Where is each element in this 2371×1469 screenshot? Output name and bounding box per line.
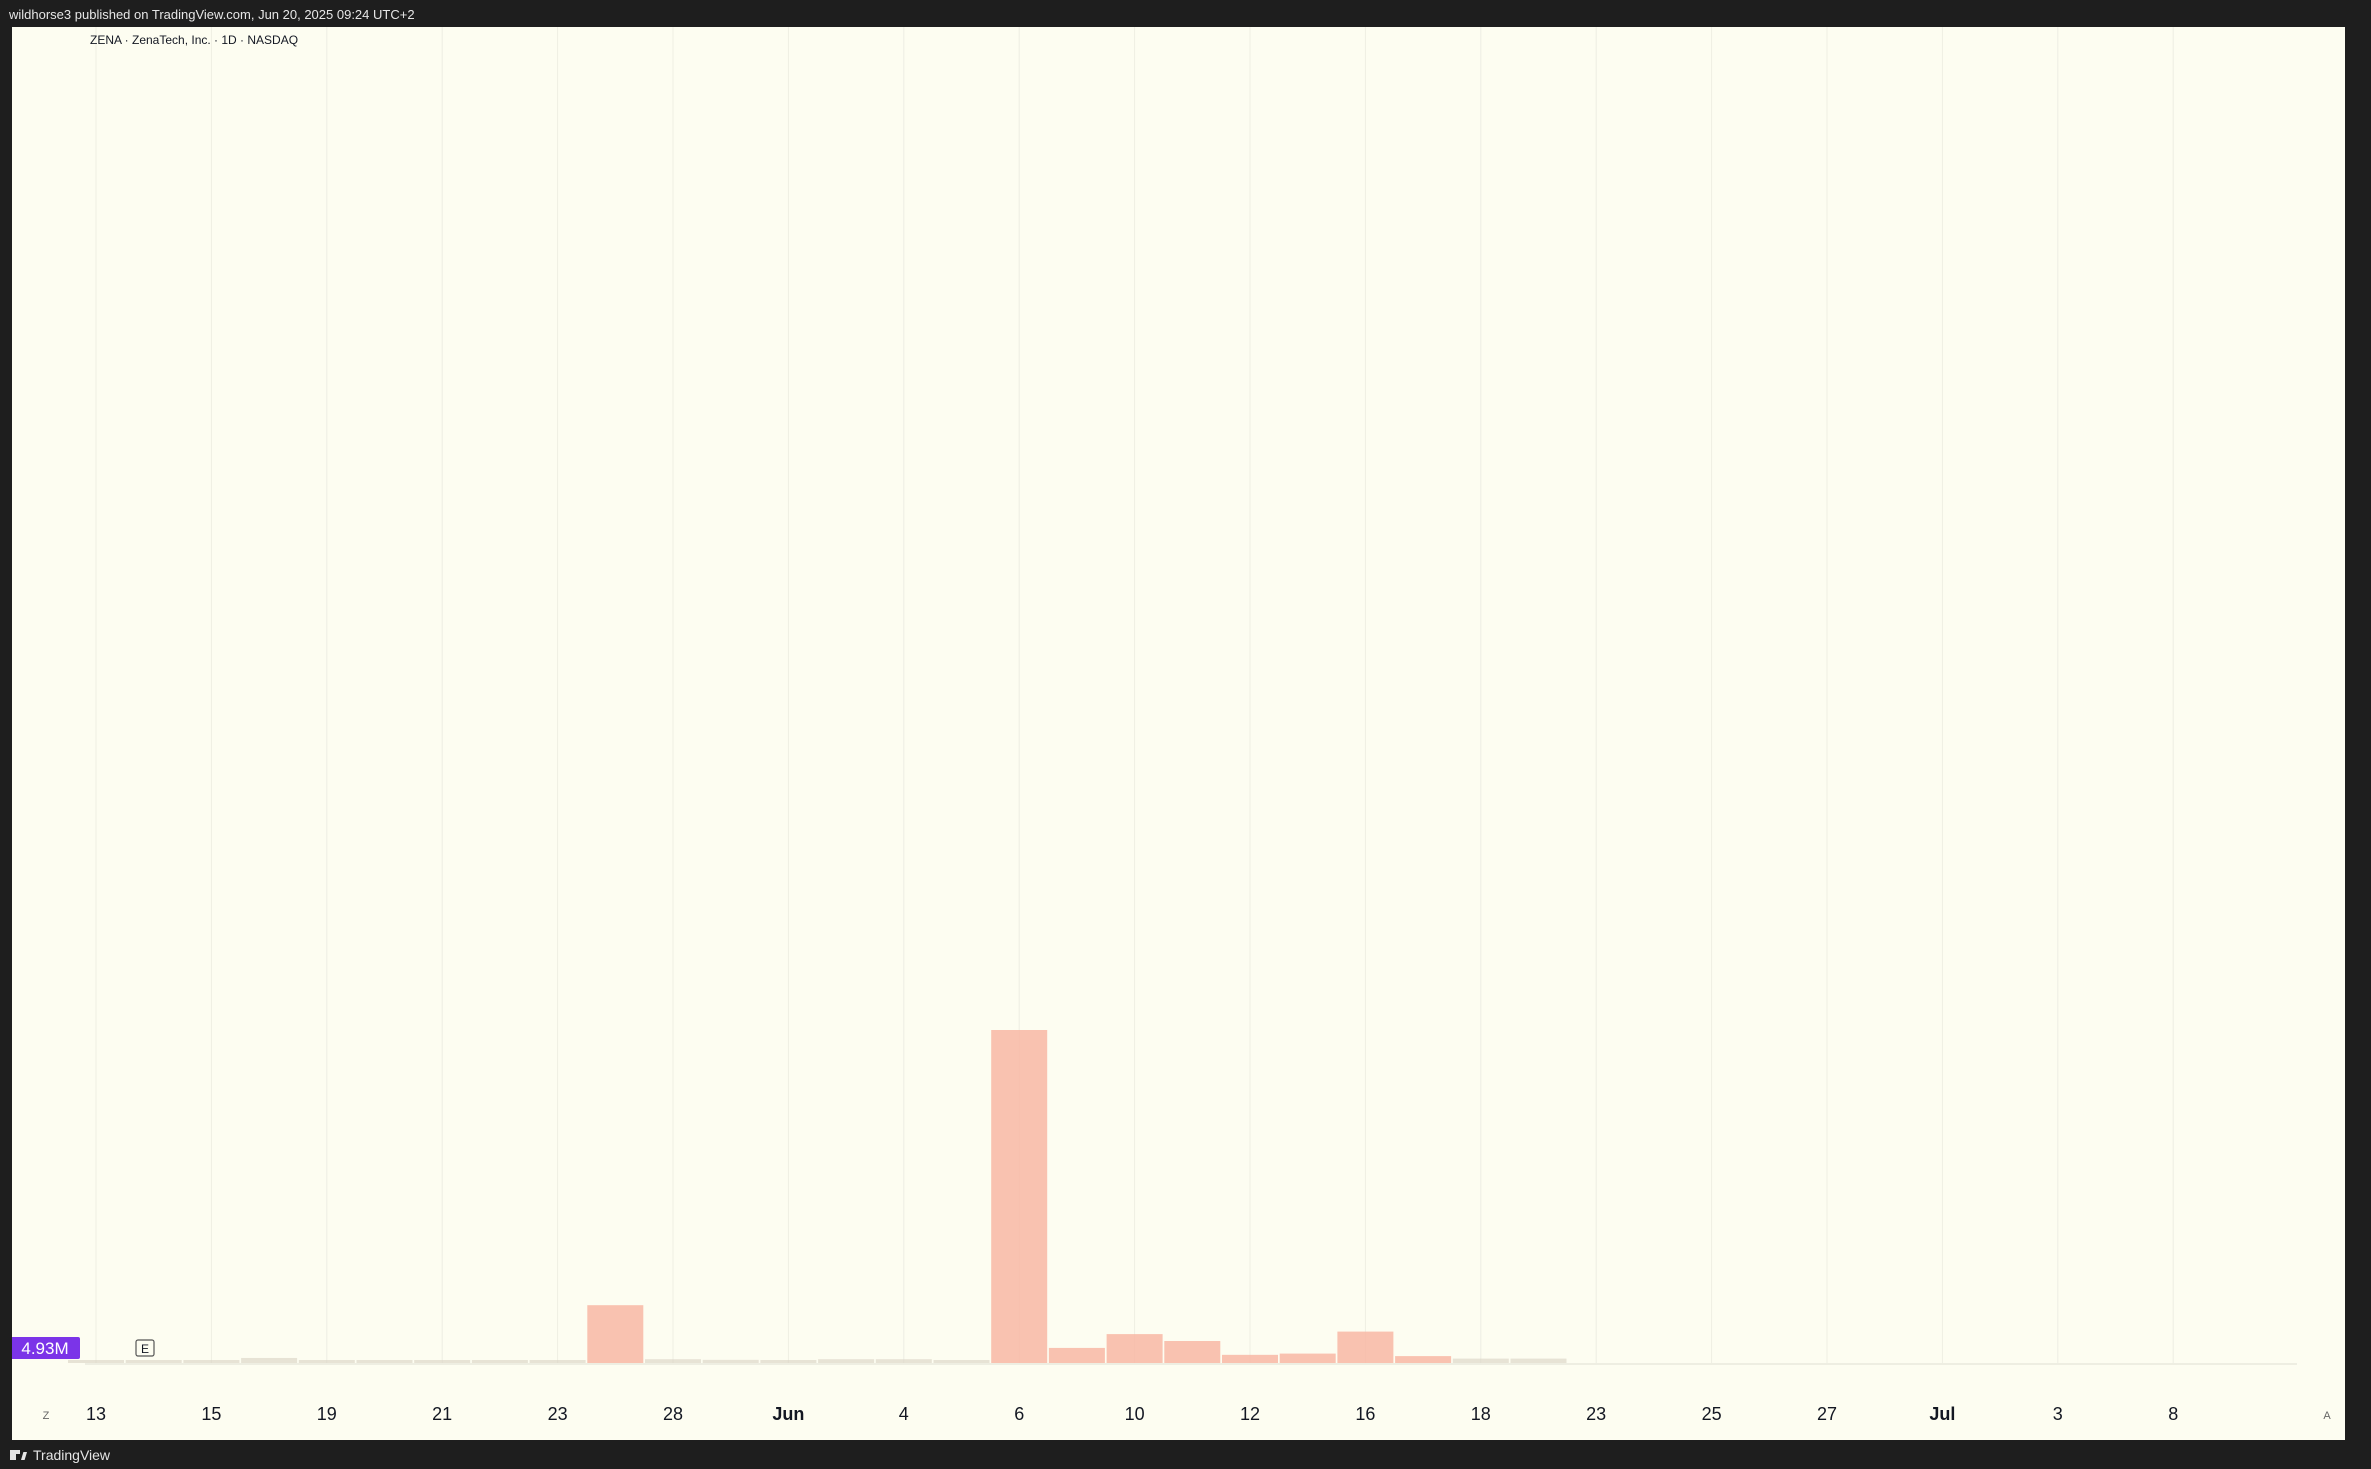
volume-bar xyxy=(1337,1331,1394,1363)
volume-badge-bg xyxy=(12,1337,80,1359)
chart-frame[interactable]: 10.009.008.007.406.406.005.605.204.804.4… xyxy=(12,27,2345,1440)
volume-bar xyxy=(1048,1347,1105,1363)
time-tick-label: 8 xyxy=(2168,1404,2178,1424)
volume-bar xyxy=(471,1360,528,1363)
time-tick-label: 6 xyxy=(1014,1404,1024,1424)
time-tick-label: 23 xyxy=(548,1404,568,1424)
volume-bar xyxy=(414,1360,471,1363)
volume-bar xyxy=(702,1359,759,1363)
time-tick-label: 13 xyxy=(86,1404,106,1424)
volume-bar xyxy=(1510,1358,1567,1363)
time-tick-label: 19 xyxy=(317,1404,337,1424)
time-tick-label: 28 xyxy=(663,1404,683,1424)
volume-bar xyxy=(125,1360,182,1363)
volume-bar xyxy=(68,1360,124,1363)
volume-bar xyxy=(760,1360,817,1363)
volume-bar xyxy=(298,1360,355,1363)
price-chart[interactable]: 10.009.008.007.406.406.005.605.204.804.4… xyxy=(12,27,2345,1440)
earnings-marker-icon[interactable] xyxy=(135,1339,155,1357)
volume-bar xyxy=(1395,1356,1452,1363)
volume-bar xyxy=(933,1360,990,1363)
time-tick-label: 4 xyxy=(899,1404,909,1424)
volume-bar xyxy=(1452,1358,1509,1363)
time-tick-label: Jun xyxy=(772,1404,804,1424)
time-tick-label: 16 xyxy=(1355,1404,1375,1424)
volume-bar xyxy=(991,1030,1048,1363)
time-tick-label: 23 xyxy=(1586,1404,1606,1424)
publish-bar: wildhorse3 published on TradingView.com,… xyxy=(0,0,2371,27)
volume-bar xyxy=(587,1305,644,1363)
time-tick-label: 21 xyxy=(432,1404,452,1424)
time-tick-label: 15 xyxy=(201,1404,221,1424)
volume-bar xyxy=(645,1359,701,1363)
time-tick-label: 27 xyxy=(1817,1404,1837,1424)
volume-bar xyxy=(529,1360,586,1363)
time-tick-label: 12 xyxy=(1240,1404,1260,1424)
tradingview-logo[interactable]: TradingView xyxy=(10,1447,110,1463)
volume-bar xyxy=(1164,1341,1221,1363)
earnings-marker-letter: E xyxy=(141,1342,149,1356)
volume-bar xyxy=(875,1359,932,1363)
time-tick-label: Jul xyxy=(1929,1404,1955,1424)
time-tick-label: 25 xyxy=(1702,1404,1722,1424)
tradingview-brand: TradingView xyxy=(33,1447,111,1463)
symbol-legend: ZENA · ZenaTech, Inc. · 1D · NASDAQ xyxy=(90,33,299,47)
time-tick-label: 18 xyxy=(1471,1404,1491,1424)
volume-bar xyxy=(241,1357,298,1363)
volume-bar xyxy=(1279,1353,1336,1363)
volume-bar xyxy=(1222,1354,1278,1363)
volume-bar xyxy=(356,1360,413,1363)
volume-value-badge: 4.93M xyxy=(21,1339,68,1358)
publish-line: wildhorse3 published on TradingView.com,… xyxy=(9,7,415,22)
auto-scale-corner-button: A xyxy=(2323,1410,2331,1422)
brand-bar: TradingView xyxy=(0,1440,2371,1469)
time-tick-label: 3 xyxy=(2053,1404,2063,1424)
volume-bar xyxy=(818,1359,875,1363)
tradingview-icon xyxy=(10,1450,28,1460)
time-tick-label: 10 xyxy=(1125,1404,1145,1424)
timezone-corner-button: Z xyxy=(43,1410,50,1422)
volume-bar xyxy=(183,1360,240,1363)
volume-bar xyxy=(1106,1334,1163,1363)
